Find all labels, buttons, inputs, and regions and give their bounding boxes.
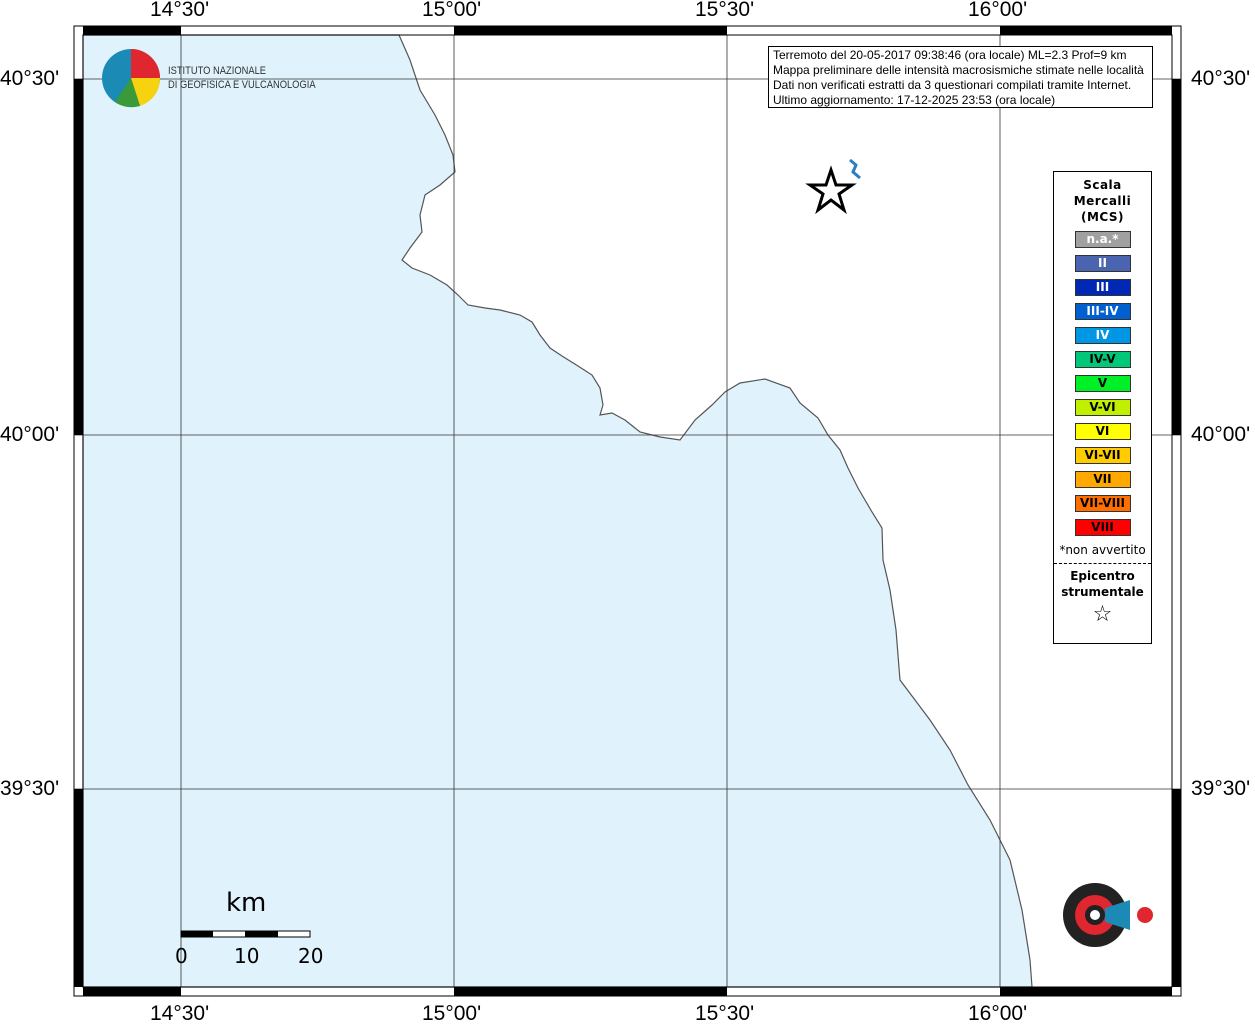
info-line: Dati non verificati estratti da 3 questi… <box>773 78 1132 92</box>
haisentito-logo <box>1063 883 1153 947</box>
legend-swatch: III-IV <box>1074 303 1131 320</box>
epicenter-label: Epicentro strumentale <box>1054 568 1151 600</box>
legend-swatch: VIII <box>1074 519 1131 536</box>
legend-title-line: (MCS) <box>1080 210 1125 224</box>
legend-note: *non avvertito <box>1059 543 1146 557</box>
scale-tick: 10 <box>234 944 260 968</box>
legend-swatch: VI <box>1074 423 1131 440</box>
lat-label-left: 40°30' <box>0 67 60 90</box>
ingv-logo-text: ISTITUTO NAZIONALE DI GEOFISICA E VULCAN… <box>168 64 316 92</box>
epicenter-label-line: Epicentro <box>1070 569 1135 583</box>
info-line: Terremoto del 20-05-2017 09:38:46 (ora l… <box>773 48 1127 62</box>
lon-label-bottom: 15°00' <box>422 1002 482 1025</box>
lat-label-left: 40°00' <box>0 423 60 446</box>
graticule <box>74 35 1181 987</box>
legend-swatch: VII-VIII <box>1074 495 1131 512</box>
mcs-legend: Scala Mercalli (MCS) n.a.* II III III-IV IV I… <box>1053 171 1152 644</box>
legend-swatch: IV <box>1074 327 1131 344</box>
map-frame <box>74 26 1181 996</box>
lon-label-top: 16°00' <box>968 0 1028 21</box>
event-info-box: Terremoto del 20-05-2017 09:38:46 (ora l… <box>768 46 1153 108</box>
epicenter-star-icon: ☆ <box>1092 602 1113 627</box>
legend-swatch: II <box>1074 255 1131 272</box>
lat-label-left: 39°30' <box>0 777 60 800</box>
ingv-logo <box>102 49 161 108</box>
info-line: Mappa preliminare delle intensità macros… <box>773 63 1144 77</box>
lat-label-right: 39°30' <box>1191 777 1251 800</box>
lon-label-top: 15°30' <box>695 0 755 21</box>
lon-label-bottom: 15°30' <box>695 1002 755 1025</box>
legend-swatch: IV-V <box>1074 351 1131 368</box>
lon-label-top: 15°00' <box>422 0 482 21</box>
legend-swatch: V <box>1074 375 1131 392</box>
lon-label-top: 14°30' <box>150 0 210 21</box>
ingv-line: ISTITUTO NAZIONALE <box>168 65 267 77</box>
lat-label-right: 40°30' <box>1191 67 1251 90</box>
sea-area <box>82 34 1033 988</box>
legend-title-line: Mercalli <box>1073 194 1132 208</box>
legend-swatches: n.a.* II III III-IV IV IV-V V V-VI VI VI-VII VII VI… <box>1054 231 1151 536</box>
epicenter-star-icon <box>805 165 857 215</box>
info-line: Ultimo aggiornamento: 17-12-2025 23:53 (… <box>773 93 1056 107</box>
scale-tick: 0 <box>175 944 188 968</box>
epicenter-label-line: strumentale <box>1061 585 1144 599</box>
scale-tick: 20 <box>298 944 324 968</box>
legend-title-line: Scala <box>1083 178 1122 192</box>
scale-bar <box>180 930 311 938</box>
legend-divider <box>1054 563 1151 564</box>
ingv-line: DI GEOFISICA E VULCANOLOGIA <box>168 79 316 91</box>
legend-swatch: n.a.* <box>1074 231 1131 248</box>
legend-swatch: III <box>1074 279 1131 296</box>
legend-swatch: VI-VII <box>1074 447 1131 464</box>
lon-label-bottom: 16°00' <box>968 1002 1028 1025</box>
lat-label-right: 40°00' <box>1191 423 1251 446</box>
legend-swatch: VII <box>1074 471 1131 488</box>
legend-swatch: V-VI <box>1074 399 1131 416</box>
lon-label-bottom: 14°30' <box>150 1002 210 1025</box>
legend-title: Scala Mercalli (MCS) <box>1054 177 1151 225</box>
scale-unit: km <box>226 888 267 918</box>
